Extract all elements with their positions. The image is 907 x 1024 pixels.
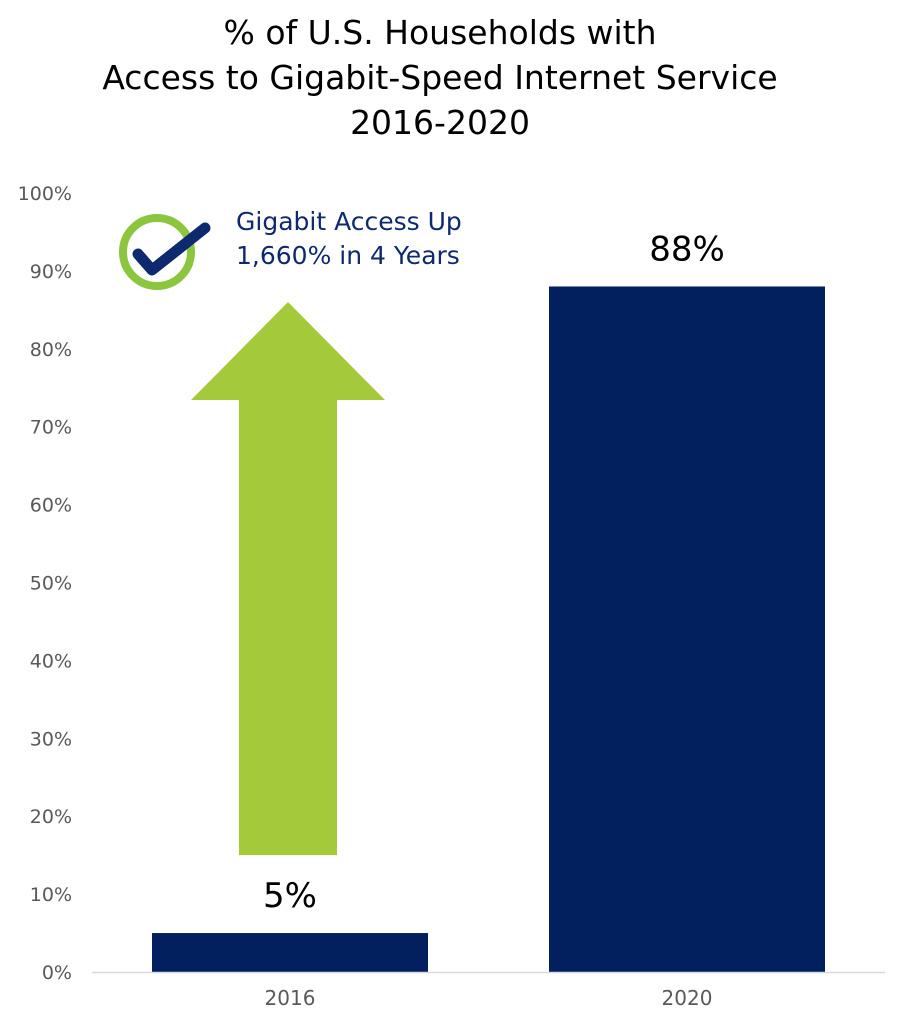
data-label: 88% <box>649 229 725 269</box>
y-tick-label: 70% <box>30 417 72 439</box>
y-tick-label: 80% <box>30 339 72 361</box>
checkmark-circle-icon <box>119 214 211 290</box>
chart-title-line-1: % of U.S. Households with <box>223 13 657 52</box>
y-tick-label: 20% <box>30 806 72 828</box>
y-tick-label: 100% <box>18 183 72 205</box>
y-tick-label: 90% <box>30 261 72 283</box>
chart-title-line-2: Access to Gigabit-Speed Internet Service <box>102 58 778 97</box>
annotation-line-1: Gigabit Access Up <box>236 207 462 236</box>
y-tick-label: 40% <box>30 650 72 672</box>
y-tick-label: 50% <box>30 573 72 595</box>
x-tick-label: 2016 <box>265 986 316 1010</box>
data-label: 5% <box>263 876 317 916</box>
chart-title: % of U.S. Households with Access to Giga… <box>0 10 880 145</box>
bar-2016 <box>152 933 428 972</box>
y-tick-label: 0% <box>42 962 72 984</box>
y-tick-label: 30% <box>30 728 72 750</box>
y-tick-label: 60% <box>30 495 72 517</box>
checkmark-ring <box>119 214 195 290</box>
y-tick-label: 10% <box>30 884 72 906</box>
x-tick-label: 2020 <box>662 986 713 1010</box>
up-arrow-icon <box>191 302 385 856</box>
chart-title-line-3: 2016-2020 <box>350 103 530 142</box>
annotation-line-2: 1,660% in 4 Years <box>236 241 460 270</box>
checkmark-stroke <box>132 222 211 276</box>
bar-2020 <box>549 286 825 973</box>
